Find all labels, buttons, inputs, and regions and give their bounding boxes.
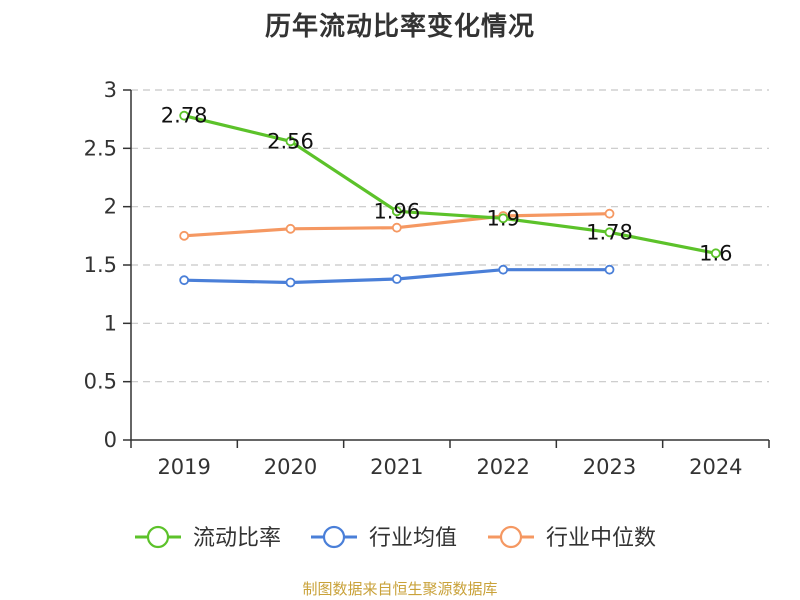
data-label: 1.6 <box>699 241 732 265</box>
series-layer <box>179 110 721 288</box>
data-point <box>391 222 402 233</box>
y-tick-label: 2.5 <box>84 136 117 160</box>
data-label: 2.56 <box>267 129 314 153</box>
legend-item[interactable]: 流动比率 <box>135 525 281 551</box>
data-point <box>285 277 296 288</box>
data-point <box>391 274 402 284</box>
legend-label: 行业均值 <box>369 526 457 551</box>
x-tick-label: 2022 <box>476 455 529 479</box>
y-tick-label: 1.5 <box>84 253 117 277</box>
y-tick-label: 1 <box>104 311 117 335</box>
x-tick-label: 2024 <box>689 455 742 479</box>
data-point <box>285 136 296 147</box>
y-tick-label: 0.5 <box>84 370 117 394</box>
series-line <box>182 114 718 255</box>
data-point <box>179 230 190 241</box>
data-point <box>604 264 615 275</box>
data-label: 1.78 <box>586 220 633 244</box>
x-tick-label: 2020 <box>264 455 317 479</box>
x-tick-label: 2021 <box>370 455 423 479</box>
source-note: 制图数据来自恒生聚源数据库 <box>302 580 498 598</box>
data-point <box>179 110 190 121</box>
y-tick-label: 3 <box>104 78 117 102</box>
x-tick-label: 2019 <box>157 455 210 479</box>
data-point <box>498 264 509 275</box>
data-point <box>285 223 296 234</box>
data-label: 2.78 <box>161 104 208 128</box>
data-point <box>604 208 615 219</box>
legend-label: 行业中位数 <box>546 526 656 551</box>
legend-marker <box>322 525 346 549</box>
data-point <box>604 227 615 238</box>
y-tick-label: 0 <box>104 428 117 452</box>
legend-label: 流动比率 <box>193 526 281 551</box>
data-label-layer: 2.78 2.56 1.96 1.9 1.78 1.6 <box>161 104 733 266</box>
data-label: 1.9 <box>486 206 519 230</box>
data-point <box>179 275 190 286</box>
legend: 流动比率 行业均值 行业中位数 <box>135 525 656 551</box>
legend-marker <box>146 525 170 549</box>
y-tick-label: 2 <box>104 195 117 219</box>
grid-layer <box>131 89 769 383</box>
data-point <box>498 213 509 224</box>
data-label: 1.96 <box>373 199 420 223</box>
x-tick-label: 2023 <box>583 455 636 479</box>
data-point <box>710 248 721 259</box>
legend-item[interactable]: 行业中位数 <box>488 525 656 551</box>
data-point <box>391 206 402 217</box>
chart-title: 历年流动比率变化情况 <box>264 12 535 42</box>
legend-item[interactable]: 行业均值 <box>311 525 457 551</box>
axis-layer: 0 0.5 1 1.5 2 2.5 3 2019 2020 2021 2022 2023 2024 <box>84 78 770 479</box>
legend-marker <box>499 525 523 549</box>
